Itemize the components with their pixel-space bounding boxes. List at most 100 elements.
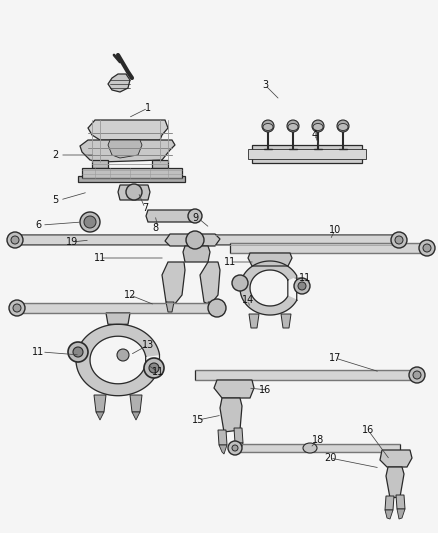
Polygon shape: [12, 303, 220, 313]
Polygon shape: [165, 234, 220, 246]
Polygon shape: [166, 302, 174, 312]
Circle shape: [9, 300, 25, 316]
Circle shape: [11, 236, 19, 244]
Circle shape: [419, 240, 435, 256]
Circle shape: [395, 236, 403, 244]
Circle shape: [391, 232, 407, 248]
Circle shape: [186, 231, 204, 249]
Circle shape: [117, 349, 129, 361]
Polygon shape: [200, 262, 220, 305]
Text: 3: 3: [262, 80, 268, 90]
Polygon shape: [208, 302, 216, 312]
Circle shape: [84, 216, 96, 228]
Polygon shape: [385, 510, 393, 519]
Text: 19: 19: [66, 237, 78, 247]
Polygon shape: [82, 168, 182, 178]
Polygon shape: [152, 160, 168, 168]
Ellipse shape: [303, 443, 317, 453]
Circle shape: [144, 358, 164, 378]
Polygon shape: [106, 313, 130, 324]
Polygon shape: [10, 235, 198, 245]
Text: 17: 17: [329, 353, 341, 363]
Polygon shape: [92, 160, 108, 168]
Circle shape: [298, 282, 306, 290]
Circle shape: [232, 275, 248, 291]
Circle shape: [228, 441, 242, 455]
Polygon shape: [80, 140, 175, 162]
Circle shape: [208, 299, 226, 317]
Polygon shape: [281, 314, 291, 328]
Polygon shape: [249, 314, 259, 328]
Circle shape: [80, 212, 100, 232]
Polygon shape: [218, 430, 227, 445]
Text: 5: 5: [52, 195, 58, 205]
Circle shape: [188, 209, 202, 223]
Polygon shape: [240, 261, 297, 315]
Text: 4: 4: [312, 130, 318, 140]
Bar: [248, 149, 366, 159]
Polygon shape: [78, 176, 185, 182]
Polygon shape: [96, 412, 104, 420]
Polygon shape: [214, 380, 254, 398]
Text: 15: 15: [192, 415, 204, 425]
Circle shape: [287, 120, 299, 132]
Circle shape: [68, 342, 88, 362]
Polygon shape: [234, 428, 243, 443]
Circle shape: [7, 232, 23, 248]
Circle shape: [262, 120, 274, 132]
Circle shape: [409, 367, 425, 383]
Text: 13: 13: [142, 340, 154, 350]
Circle shape: [149, 363, 159, 373]
Polygon shape: [385, 496, 394, 510]
Polygon shape: [213, 235, 402, 245]
Text: 10: 10: [329, 225, 341, 235]
Polygon shape: [220, 398, 242, 432]
Polygon shape: [162, 262, 185, 305]
Polygon shape: [183, 246, 210, 262]
Ellipse shape: [288, 124, 298, 131]
Text: 16: 16: [362, 425, 374, 435]
Polygon shape: [380, 450, 412, 467]
Text: 16: 16: [259, 385, 271, 395]
Text: 11: 11: [32, 347, 44, 357]
Polygon shape: [397, 509, 405, 519]
Polygon shape: [94, 395, 106, 412]
Circle shape: [413, 371, 421, 379]
Polygon shape: [130, 395, 142, 412]
Ellipse shape: [313, 124, 323, 131]
Polygon shape: [230, 243, 430, 253]
Text: 6: 6: [35, 220, 41, 230]
Text: 14: 14: [242, 295, 254, 305]
Text: 11: 11: [224, 257, 236, 267]
Text: 12: 12: [124, 290, 136, 300]
Polygon shape: [88, 120, 168, 140]
Text: 2: 2: [52, 150, 58, 160]
Polygon shape: [386, 467, 404, 498]
Circle shape: [312, 120, 324, 132]
Ellipse shape: [338, 124, 348, 131]
Text: 11: 11: [152, 367, 164, 377]
Polygon shape: [235, 443, 243, 454]
Text: 11: 11: [299, 273, 311, 283]
Circle shape: [423, 244, 431, 252]
Text: 20: 20: [324, 453, 336, 463]
Polygon shape: [219, 445, 227, 454]
Text: 11: 11: [94, 253, 106, 263]
Circle shape: [13, 304, 21, 312]
Polygon shape: [396, 495, 405, 509]
Circle shape: [126, 184, 142, 200]
Circle shape: [294, 278, 310, 294]
Circle shape: [73, 347, 83, 357]
Polygon shape: [230, 444, 400, 452]
Text: 9: 9: [192, 213, 198, 223]
Polygon shape: [118, 185, 150, 200]
Ellipse shape: [263, 124, 273, 131]
Polygon shape: [76, 324, 159, 395]
Text: 8: 8: [152, 223, 158, 233]
Polygon shape: [146, 210, 198, 222]
Polygon shape: [132, 412, 140, 420]
Polygon shape: [195, 370, 420, 380]
Bar: [252, 145, 362, 163]
Polygon shape: [108, 140, 142, 158]
Text: 7: 7: [142, 203, 148, 213]
